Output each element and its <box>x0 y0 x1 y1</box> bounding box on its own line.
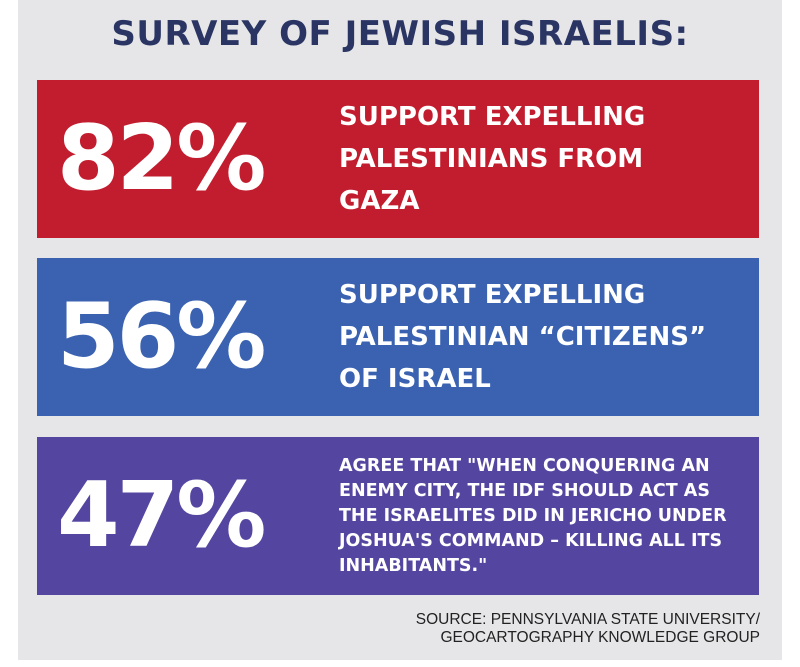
stat-percent: 82% <box>57 106 266 211</box>
source-line: GEOCARTOGRAPHY KNOWLEDGE GROUP <box>440 629 760 646</box>
stat-description: AGREE THAT "WHEN CONQUERING AN ENEMY CIT… <box>339 455 727 576</box>
stat-panel-gaza: 82% SUPPORT EXPELLING PALESTINIANS FROM … <box>37 80 759 238</box>
stat-panel-citizens: 56% SUPPORT EXPELLING PALESTINIAN “CITIZ… <box>37 258 759 416</box>
stat-description: SUPPORT EXPELLING PALESTINIAN “CITIZENS”… <box>339 280 707 394</box>
stat-panel-jericho: 47% AGREE THAT "WHEN CONQUERING AN ENEMY… <box>37 437 759 595</box>
page-title: SURVEY OF JEWISH ISRAELIS: <box>111 14 689 54</box>
source-citation: SOURCE: PENNSYLVANIA STATE UNIVERSITY/ G… <box>416 611 760 647</box>
stat-percent: 47% <box>57 463 266 568</box>
source-line: SOURCE: PENNSYLVANIA STATE UNIVERSITY/ <box>415 611 760 628</box>
stat-percent: 56% <box>57 284 266 389</box>
stat-description: SUPPORT EXPELLING PALESTINIANS FROM GAZA <box>339 102 646 216</box>
